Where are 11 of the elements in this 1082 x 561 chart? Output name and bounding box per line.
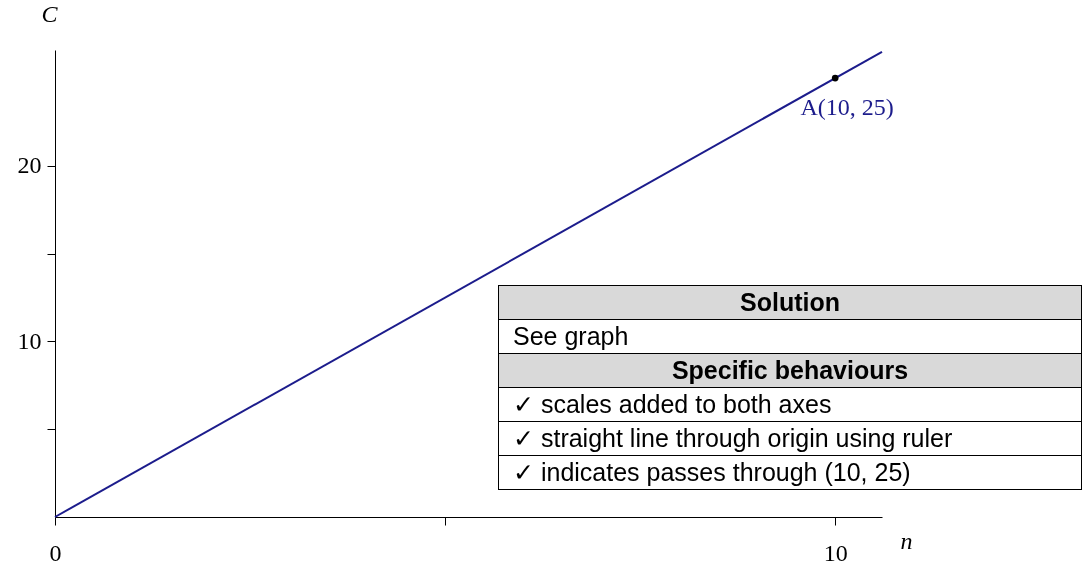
annotation: A(10, 25) xyxy=(800,94,894,121)
y-axis-title: C xyxy=(41,0,59,27)
y-tick-label: 20 xyxy=(17,152,42,179)
x-axis-title: n xyxy=(900,527,913,554)
annotation: See graph xyxy=(498,319,1082,354)
annotation: Solution xyxy=(498,285,1082,320)
x-tick-label: 0 xyxy=(49,539,62,561)
annotation: ✓ indicates passes through (10, 25) xyxy=(498,455,1082,490)
annotation: ✓ scales added to both axes xyxy=(498,387,1082,422)
annotation: Specific behaviours xyxy=(498,353,1082,388)
annotation: ✓ straight line through origin using ruler xyxy=(498,421,1082,456)
